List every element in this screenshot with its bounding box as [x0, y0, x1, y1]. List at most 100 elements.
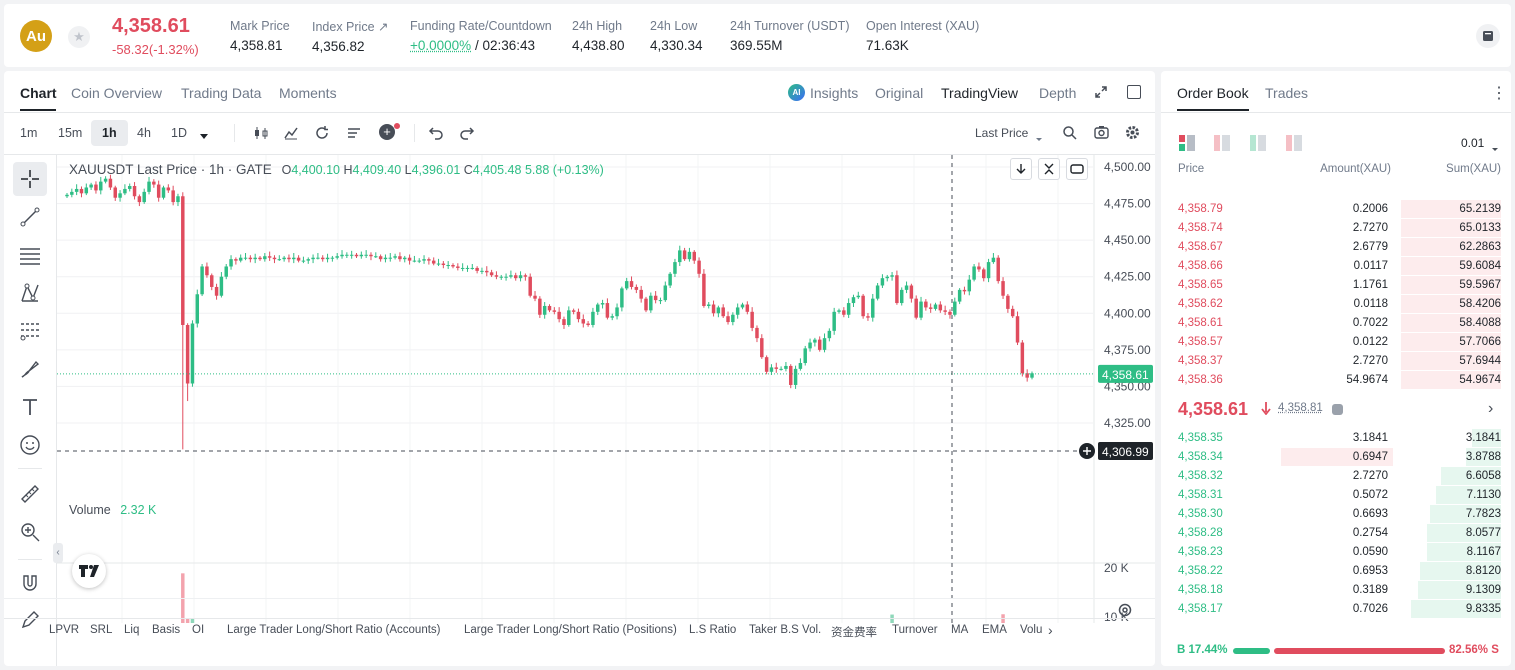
camera-icon[interactable]	[1094, 125, 1109, 144]
interval-1d[interactable]: 1D	[171, 126, 187, 140]
interval-1h[interactable]: 1h	[102, 126, 117, 140]
redo-icon[interactable]	[459, 126, 475, 145]
tab-coin-overview[interactable]: Coin Overview	[71, 85, 163, 101]
bid-row[interactable]: 4,358.23 0.0590 8.1167	[1161, 543, 1511, 562]
view-asks-icon[interactable]	[1250, 135, 1266, 156]
book-icon[interactable]	[1476, 24, 1500, 48]
indicator-1[interactable]: SRL	[90, 624, 113, 636]
interval-1m[interactable]: 1m	[20, 126, 38, 140]
ask-row[interactable]: 4,358.79 0.2006 65.2139	[1161, 200, 1511, 219]
window-icon[interactable]	[1127, 85, 1141, 99]
undo-icon[interactable]	[428, 126, 444, 145]
bid-row[interactable]: 4,358.18 0.3189 9.1309	[1161, 581, 1511, 600]
more-options-icon[interactable]: ⋮	[1491, 85, 1507, 102]
tab-moments[interactable]: Moments	[279, 85, 337, 101]
view-original[interactable]: Original	[875, 85, 924, 101]
pattern-tool-icon[interactable]	[13, 276, 47, 310]
tab-trades[interactable]: Trades	[1265, 85, 1309, 101]
indicator-12[interactable]: EMA	[982, 624, 1007, 636]
bid-row[interactable]: 4,358.22 0.6953 8.8120	[1161, 562, 1511, 581]
ruler-tool-icon[interactable]	[13, 477, 47, 511]
stat-index-price[interactable]: Index Price ↗ 4,356.82	[312, 20, 389, 54]
precision-caret-icon[interactable]	[1491, 140, 1499, 158]
search-icon[interactable]	[1062, 125, 1077, 145]
price-type-select[interactable]: Last Price	[975, 126, 1029, 140]
indicator-5[interactable]: Large Trader Long/Short Ratio (Accounts)	[227, 624, 441, 636]
precision-select[interactable]: 0.01	[1461, 136, 1485, 150]
trend-line-tool-icon[interactable]	[13, 200, 47, 234]
indicator-6[interactable]: Large Trader Long/Short Ratio (Positions…	[464, 624, 677, 636]
zoom-in-tool-icon[interactable]	[13, 515, 47, 549]
insights-ai-icon: AI	[788, 84, 805, 101]
tab-order-book[interactable]: Order Book	[1177, 85, 1249, 101]
amount-highlight	[1281, 448, 1393, 466]
settings-gear-icon[interactable]	[1125, 125, 1140, 145]
price-type-caret-icon[interactable]	[1035, 130, 1043, 148]
bid-row[interactable]: 4,358.30 0.6693 7.7823	[1161, 505, 1511, 524]
fibonacci-tool-icon[interactable]	[13, 314, 47, 348]
indicator-13[interactable]: Volu	[1020, 624, 1043, 636]
mid-mark-price[interactable]: 4,358.81	[1278, 402, 1323, 414]
bid-row[interactable]: 4,358.17 0.7026 9.8335	[1161, 600, 1511, 619]
emoji-tool-icon[interactable]	[13, 428, 47, 462]
ask-row[interactable]: 4,358.67 2.6779 62.2863	[1161, 238, 1511, 257]
bid-row[interactable]: 4,358.35 3.1841 3.1841	[1161, 429, 1511, 448]
brush-tool-icon[interactable]	[13, 352, 47, 386]
interval-15m[interactable]: 15m	[58, 126, 83, 140]
collapse-chart-icon[interactable]	[1038, 158, 1060, 180]
funding-rate-value[interactable]: +0.0000%	[410, 38, 472, 53]
bid-row[interactable]: 4,358.31 0.5072 7.1130	[1161, 486, 1511, 505]
horizontal-lines-tool-icon[interactable]	[13, 238, 47, 272]
scroll-down-icon[interactable]	[1010, 158, 1032, 180]
ask-row[interactable]: 4,358.37 2.7270 57.6944	[1161, 352, 1511, 371]
expand-icon[interactable]	[1094, 85, 1108, 104]
ask-row[interactable]: 4,358.57 0.0122 57.7066	[1161, 333, 1511, 352]
ask-row[interactable]: 4,358.62 0.0118 58.4206	[1161, 295, 1511, 314]
fullscreen-chart-icon[interactable]	[1066, 158, 1088, 180]
indicator-11[interactable]: MA	[951, 624, 969, 636]
bid-row[interactable]: 4,358.34 0.6947 3.8788	[1161, 448, 1511, 467]
view-tradingview[interactable]: TradingView	[941, 85, 1019, 101]
magnet-tool-icon[interactable]	[13, 567, 47, 601]
view-both-icon[interactable]	[1179, 135, 1195, 156]
orderbook-more-chevron-icon[interactable]: ›	[1488, 400, 1494, 417]
bid-row[interactable]: 4,358.32 2.7270 6.6058	[1161, 467, 1511, 486]
ask-row[interactable]: 4,358.36 54.9674 54.9674	[1161, 371, 1511, 390]
indicator-0[interactable]: LPVR	[49, 624, 80, 636]
ask-row[interactable]: 4,358.61 0.7022 58.4088	[1161, 314, 1511, 333]
indicator-8[interactable]: Taker B.S Vol.	[749, 624, 822, 636]
collapse-toolbar-icon[interactable]: ‹	[53, 543, 63, 563]
chart-settings-icon[interactable]	[1117, 602, 1133, 623]
view-ask-only-icon[interactable]	[1286, 135, 1302, 156]
bid-row[interactable]: 4,358.28 0.2754 8.0577	[1161, 524, 1511, 543]
indicator-2[interactable]: Liq	[124, 624, 140, 636]
indicator-9[interactable]: 资金费率	[831, 627, 877, 639]
tab-chart[interactable]: Chart	[20, 85, 57, 101]
favorite-star-icon[interactable]: ★	[68, 26, 90, 48]
add-indicator-icon[interactable]: +	[379, 124, 395, 140]
crosshair-tool-icon[interactable]	[13, 162, 47, 196]
view-depth[interactable]: Depth	[1039, 85, 1077, 101]
pencil-lock-tool-icon[interactable]	[13, 603, 47, 637]
tab-trading-data[interactable]: Trading Data	[181, 85, 262, 101]
indicator-scroll-right-icon[interactable]: ›	[1048, 622, 1053, 638]
candle-type-icon[interactable]	[253, 125, 269, 146]
text-tool-icon[interactable]	[13, 390, 47, 424]
view-bids-icon[interactable]	[1214, 135, 1230, 156]
ask-row[interactable]: 4,358.65 1.1761 59.5967	[1161, 276, 1511, 295]
ask-row[interactable]: 4,358.74 2.7270 65.0133	[1161, 219, 1511, 238]
view-insights[interactable]: Insights	[810, 85, 859, 101]
interval-dropdown-icon[interactable]	[199, 128, 209, 146]
legend-symbol[interactable]: XAUUSDT Last Price · 1h · GATE	[69, 162, 272, 177]
indicators-chart-icon[interactable]	[283, 125, 299, 146]
price-chart[interactable]: 4,500.00 4,475.00 4,450.00 4,425.00 4,400.00…	[57, 155, 1155, 623]
templates-icon[interactable]	[346, 125, 362, 146]
indicator-10[interactable]: Turnover	[892, 624, 938, 636]
ask-row[interactable]: 4,358.66 0.0117 59.6084	[1161, 257, 1511, 276]
indicator-7[interactable]: L.S Ratio	[689, 624, 737, 636]
interval-4h[interactable]: 4h	[137, 126, 151, 140]
compare-refresh-icon[interactable]	[314, 125, 330, 146]
indicator-4[interactable]: OI	[192, 624, 205, 636]
tradingview-logo-icon[interactable]	[72, 554, 106, 588]
indicator-3[interactable]: Basis	[152, 624, 181, 636]
